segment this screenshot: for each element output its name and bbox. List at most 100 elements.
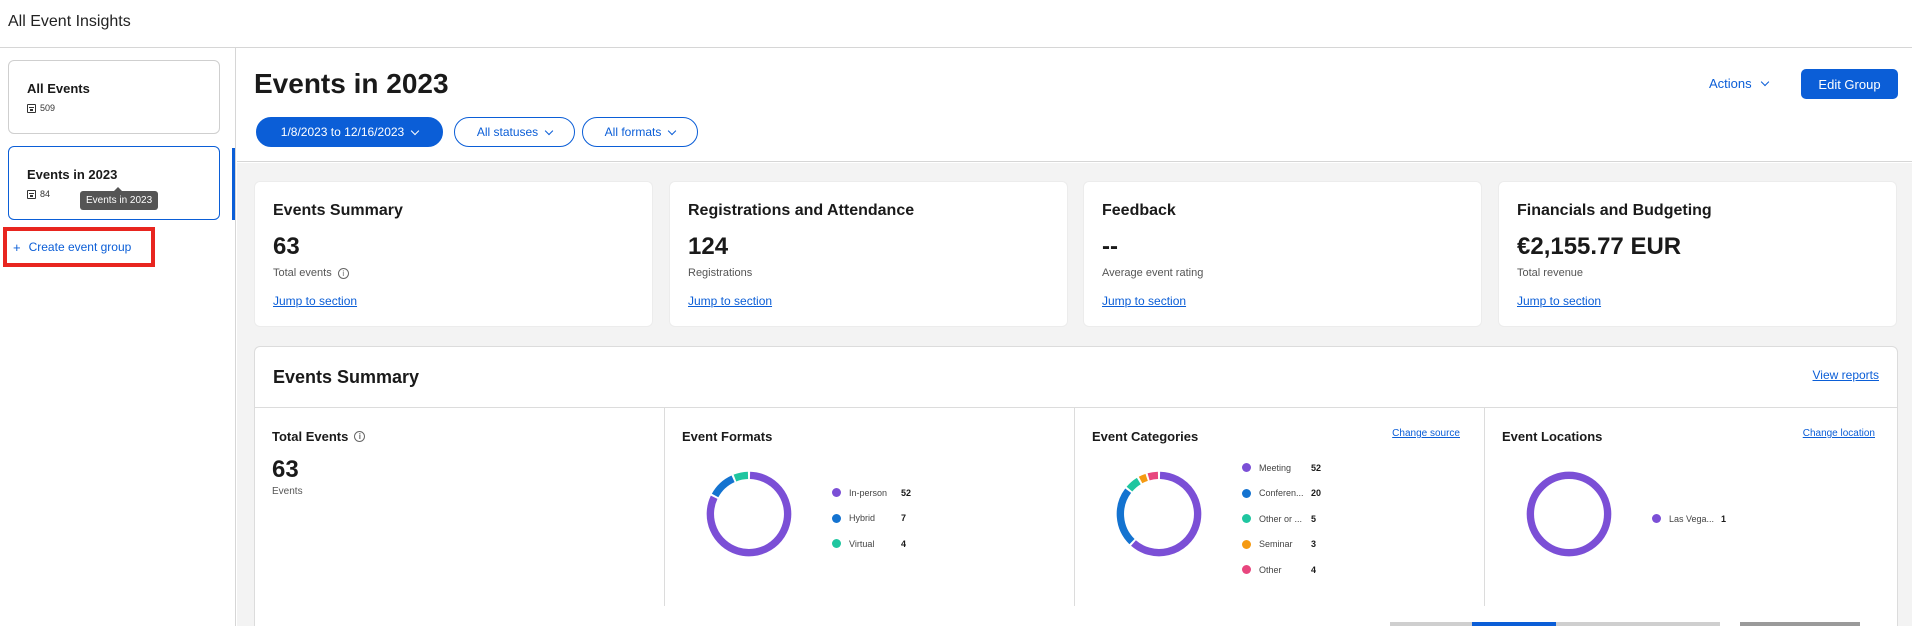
group-count: 84: [27, 189, 50, 199]
legend-value: 20: [1311, 488, 1322, 499]
legend-label: Conferen...: [1259, 488, 1304, 499]
legend-label: In-person: [849, 487, 888, 498]
legend-dot: [832, 513, 841, 523]
total-events-value: 63: [272, 456, 299, 483]
summary-card-events: Events Summary 63 Total events i Jump to…: [254, 181, 653, 327]
event-locations-section: Event Locations Change location Las Vega…: [1485, 408, 1899, 606]
format-filter-label: All formats: [604, 125, 662, 139]
donut-segment: [1131, 471, 1202, 557]
legend-label: Hybrid: [849, 513, 876, 524]
panel-title: Events Summary: [273, 367, 420, 387]
view-reports-link[interactable]: View reports: [1812, 368, 1879, 382]
sidebar: [0, 48, 236, 626]
legend-value: 5: [1311, 513, 1317, 524]
actions-dropdown[interactable]: Actions: [1709, 76, 1769, 91]
legend-label: Virtual: [849, 538, 875, 549]
legend-item: Virtual 4: [832, 531, 911, 557]
segment-control-item-active[interactable]: [1472, 622, 1556, 626]
actions-label: Actions: [1709, 76, 1752, 91]
date-range-filter[interactable]: 1/8/2023 to 12/16/2023: [256, 117, 443, 147]
group-name: All Events: [27, 81, 90, 96]
donut-segment: [1526, 471, 1612, 557]
status-filter[interactable]: All statuses: [454, 117, 575, 147]
donut-segment: [1138, 473, 1148, 484]
legend-item: Other 4: [1242, 557, 1321, 583]
format-filter[interactable]: All formats: [582, 117, 698, 147]
section-title: Event Locations: [1502, 429, 1603, 444]
legend-dot: [832, 488, 841, 498]
legend-item: Hybrid 7: [832, 506, 911, 532]
change-location-link[interactable]: Change location: [1802, 428, 1875, 439]
legend-label: Other or ...: [1259, 513, 1303, 524]
legend-value: 4: [901, 538, 907, 549]
segment-control-item[interactable]: [1556, 622, 1720, 626]
legend-item: Seminar 3: [1242, 532, 1321, 558]
calendar-icon: [27, 103, 36, 113]
card-value: --: [1102, 233, 1118, 260]
app-title: All Event Insights: [8, 13, 131, 30]
change-source-link[interactable]: Change source: [1392, 428, 1460, 439]
card-value: €2,155.77 EUR: [1517, 233, 1682, 260]
legend-dot: [1242, 463, 1251, 473]
card-title: Events Summary: [273, 202, 403, 219]
locations-donut-chart: [1526, 471, 1612, 557]
section-title-text: Total Events: [272, 429, 349, 444]
summary-card-feedback: Feedback -- Average event rating Jump to…: [1083, 181, 1482, 327]
total-events-label: Events: [272, 486, 303, 497]
page-title: Events in 2023: [254, 68, 449, 99]
card-title: Financials and Budgeting: [1517, 202, 1712, 219]
group-card-all-events[interactable]: All Events 509: [8, 60, 220, 134]
donut-segment: [1147, 471, 1159, 481]
legend-item: Other or ... 5: [1242, 506, 1321, 532]
info-icon[interactable]: i: [337, 267, 349, 279]
card-value: 124: [688, 233, 729, 260]
section-title: Total Events i: [272, 429, 366, 444]
jump-to-section-link[interactable]: Jump to section: [688, 294, 773, 308]
jump-to-section-link[interactable]: Jump to section: [273, 294, 358, 308]
section-title: Event Categories: [1092, 429, 1199, 444]
card-label: Total revenue: [1517, 267, 1584, 279]
legend-item: Las Vega... 1: [1652, 506, 1726, 532]
legend-label: Other: [1259, 564, 1282, 575]
card-title: Feedback: [1102, 202, 1176, 219]
legend-dot: [1242, 488, 1251, 498]
legend-dot: [832, 539, 841, 549]
legend-value: 1: [1721, 513, 1727, 524]
create-event-group-button[interactable]: + Create event group: [3, 227, 155, 267]
jump-to-section-link[interactable]: Jump to section: [1102, 294, 1187, 308]
categories-legend: Meeting 52 Conferen... 20 Other or ... 5…: [1242, 455, 1321, 583]
legend-item: Meeting 52: [1242, 455, 1321, 481]
legend-dot: [1652, 514, 1661, 524]
group-count-value: 84: [40, 189, 51, 199]
event-formats-section: Event Formats In-person 52 Hybrid 7 Virt…: [665, 408, 1075, 606]
plus-icon: +: [13, 239, 21, 255]
legend-item: In-person 52: [832, 480, 911, 506]
summary-card-registrations: Registrations and Attendance 124 Registr…: [669, 181, 1068, 327]
group-count-value: 509: [40, 103, 56, 113]
info-icon[interactable]: i: [354, 431, 366, 442]
card-label-text: Total events: [273, 267, 332, 279]
legend-dot: [1242, 539, 1251, 549]
donut-segment: [711, 475, 735, 498]
status-filter-label: All statuses: [476, 125, 539, 139]
legend-value: 7: [901, 513, 907, 524]
donut-segment: [1116, 488, 1135, 545]
jump-to-section-link[interactable]: Jump to section: [1517, 294, 1602, 308]
legend-label: Seminar: [1259, 539, 1293, 550]
legend-dot: [1242, 565, 1251, 575]
formats-legend: In-person 52 Hybrid 7 Virtual 4: [832, 480, 911, 557]
calendar-icon: [27, 189, 36, 199]
legend-item: Conferen... 20: [1242, 481, 1321, 507]
donut-segment: [706, 471, 792, 557]
bottom-button[interactable]: [1740, 622, 1860, 626]
edit-group-button[interactable]: Edit Group: [1801, 69, 1898, 99]
group-count: 509: [27, 103, 55, 113]
group-name: Events in 2023: [27, 167, 118, 182]
locations-legend: Las Vega... 1: [1652, 506, 1726, 532]
card-title: Registrations and Attendance: [688, 202, 915, 219]
card-label: Total events i: [273, 267, 349, 279]
donut-segment: [733, 471, 749, 482]
top-bar: All Event Insights: [0, 0, 1912, 48]
segment-control-item[interactable]: [1390, 622, 1472, 626]
card-label: Registrations: [688, 267, 753, 279]
